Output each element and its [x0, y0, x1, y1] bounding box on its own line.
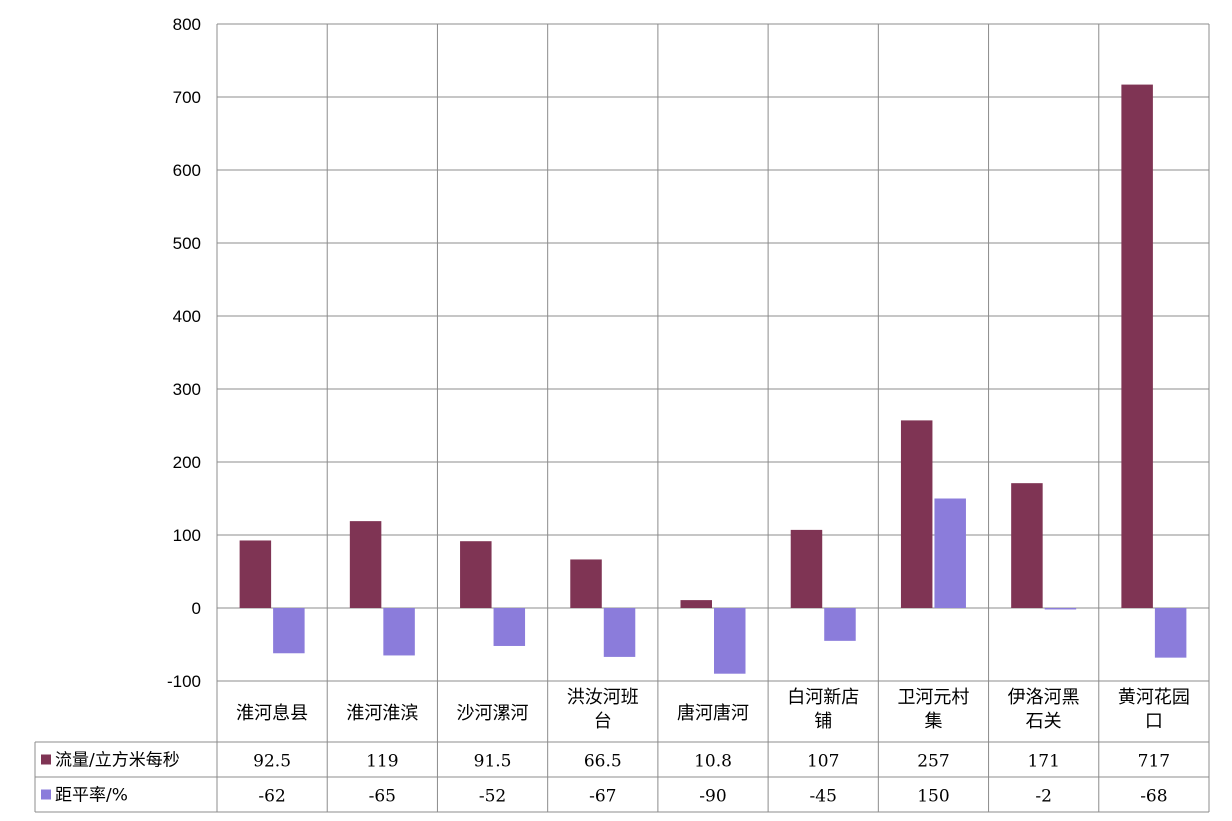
data-label-series-2: -65	[369, 787, 396, 807]
bar-series-2	[1044, 608, 1077, 610]
category-label: 集	[924, 711, 942, 732]
y-tick-label: 300	[173, 380, 201, 399]
bar-series-1	[1121, 84, 1153, 609]
category-label: 伊洛河黑	[1008, 687, 1080, 708]
category-label: 石关	[1026, 711, 1062, 732]
bar-series-1	[460, 541, 492, 608]
category-label: 淮河息县	[236, 703, 308, 724]
data-label-series-2: -52	[479, 787, 506, 807]
category-label: 黄河花园	[1118, 687, 1190, 708]
category-label: 台	[594, 711, 612, 732]
data-label-series-1: 91.5	[474, 752, 512, 772]
data-label-series-2: -62	[258, 787, 285, 807]
y-axis: -100 0 100 200 300 400 500 600 700 800	[167, 15, 201, 691]
category-label: 口	[1145, 711, 1163, 732]
legend-key-series-1	[41, 754, 51, 765]
y-tick-label: 0	[192, 599, 201, 618]
data-label-series-2: -68	[1140, 787, 1167, 807]
category-label: 唐河唐河	[677, 703, 749, 724]
data-label-series-2: -45	[810, 787, 837, 807]
bar-series-2	[273, 608, 305, 654]
data-label-series-1: 171	[1027, 752, 1059, 772]
bar-series-1	[570, 559, 602, 608]
y-tick-label: 200	[173, 453, 201, 472]
data-label-series-2: 150	[917, 787, 949, 807]
bar-series-2	[714, 608, 746, 674]
gridlines	[216, 23, 1210, 812]
data-label-series-1: 10.8	[694, 752, 732, 772]
bar-series-1	[1011, 483, 1043, 608]
bar-series-1	[900, 420, 933, 608]
bar-series-2	[603, 608, 636, 657]
data-label-series-1: 717	[1138, 752, 1170, 772]
bars	[239, 84, 1187, 674]
bar-series-1	[680, 600, 712, 608]
bar-series-2	[1154, 608, 1187, 658]
category-label: 沙河漯河	[457, 703, 529, 724]
y-tick-label: 400	[173, 307, 201, 326]
data-label-series-1: 119	[366, 752, 398, 772]
bar-series-1	[239, 540, 272, 608]
bar-series-1	[349, 521, 382, 608]
category-label: 卫河元村	[897, 687, 969, 708]
category-label: 铺	[814, 711, 832, 732]
data-label-series-1: 257	[917, 752, 949, 772]
bar-series-2	[493, 608, 526, 646]
bar-series-2	[824, 608, 856, 641]
data-label-series-1: 66.5	[584, 752, 622, 772]
category-label: 淮河淮滨	[346, 703, 418, 724]
y-tick-label: 700	[173, 88, 201, 107]
bar-series-2	[934, 498, 966, 608]
y-tick-label: 800	[173, 15, 201, 34]
data-label-series-2: -90	[699, 787, 726, 807]
legend-label-series-2: 距平率/%	[55, 786, 128, 806]
data-label-series-2: -2	[1035, 787, 1052, 807]
bar-series-1	[790, 529, 823, 608]
data-label-series-1: 92.5	[253, 752, 291, 772]
y-tick-label: 500	[173, 234, 201, 253]
y-tick-label: 600	[173, 161, 201, 180]
legend-key-series-2	[41, 789, 51, 800]
category-label: 洪汝河班	[567, 687, 639, 708]
y-tick-label: 100	[173, 526, 201, 545]
category-label: 白河新店	[787, 687, 859, 708]
bar-series-2	[383, 608, 415, 656]
legend-label-series-1: 流量/立方米每秒	[55, 751, 180, 771]
y-tick-label: -100	[167, 672, 201, 691]
data-label-series-2: -67	[589, 787, 616, 807]
data-label-series-1: 107	[807, 752, 839, 772]
